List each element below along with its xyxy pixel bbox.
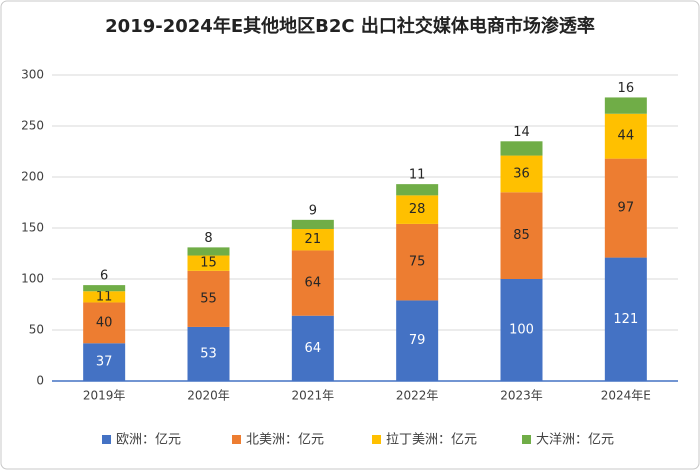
legend-swatch bbox=[232, 435, 241, 444]
data-label: 16 bbox=[618, 81, 635, 96]
data-label: 11 bbox=[409, 168, 426, 183]
bar-segment bbox=[604, 257, 647, 381]
chart-title: 2019-2024年E其他地区B2C 出口社交媒体电商市场渗透率 bbox=[105, 15, 595, 37]
bar-segment bbox=[604, 97, 647, 114]
bar-segment bbox=[500, 192, 543, 279]
bar-segment bbox=[83, 285, 126, 292]
bar-segment bbox=[83, 343, 126, 381]
data-label: 15 bbox=[200, 256, 217, 271]
y-tick-label: 150 bbox=[21, 221, 44, 235]
data-label: 6 bbox=[100, 269, 108, 284]
data-label: 8 bbox=[204, 231, 212, 246]
bar-segment bbox=[500, 155, 543, 193]
data-label: 55 bbox=[200, 291, 217, 306]
data-label: 37 bbox=[96, 355, 113, 370]
bar-segment bbox=[396, 195, 439, 224]
bar-segment bbox=[83, 302, 126, 344]
legend-swatch bbox=[372, 435, 381, 444]
x-tick-label: 2024年E bbox=[601, 389, 651, 403]
legend-label: 北美洲：亿元 bbox=[246, 433, 324, 448]
legend-label: 拉丁美洲：亿元 bbox=[386, 433, 477, 448]
bar-segment bbox=[291, 219, 334, 230]
y-tick-label: 200 bbox=[21, 170, 44, 184]
legend-swatch bbox=[522, 435, 531, 444]
bar-segment bbox=[500, 279, 543, 381]
bar-segment bbox=[396, 300, 439, 381]
x-tick-label: 2020年 bbox=[187, 389, 230, 403]
data-label: 9 bbox=[309, 203, 317, 218]
data-label: 75 bbox=[409, 255, 426, 270]
y-tick-label: 50 bbox=[29, 323, 44, 337]
y-tick-label: 100 bbox=[21, 272, 44, 286]
bar-segment bbox=[500, 141, 543, 156]
x-tick-label: 2022年 bbox=[396, 389, 439, 403]
data-label: 40 bbox=[96, 315, 113, 330]
x-tick-label: 2021年 bbox=[292, 389, 335, 403]
data-label: 64 bbox=[305, 276, 322, 291]
bar-segment bbox=[187, 247, 230, 256]
data-label: 53 bbox=[200, 346, 217, 361]
bar-segment bbox=[187, 255, 230, 271]
legend-label: 欧洲：亿元 bbox=[116, 433, 181, 448]
data-label: 64 bbox=[305, 341, 322, 356]
data-label: 97 bbox=[618, 201, 635, 216]
bar-segment bbox=[291, 250, 334, 316]
bar-segment bbox=[396, 184, 439, 196]
y-tick-label: 300 bbox=[21, 68, 44, 82]
legend-label: 大洋洲：亿元 bbox=[536, 433, 614, 448]
data-label: 14 bbox=[513, 125, 530, 140]
y-tick-label: 0 bbox=[36, 374, 44, 388]
bar-segment bbox=[604, 158, 647, 258]
data-label: 36 bbox=[513, 166, 530, 181]
data-label: 44 bbox=[618, 129, 635, 144]
legend-swatch bbox=[102, 435, 111, 444]
data-label: 11 bbox=[96, 289, 113, 304]
data-label: 121 bbox=[613, 312, 638, 327]
x-tick-label: 2019年 bbox=[83, 389, 126, 403]
bar-segment bbox=[83, 291, 126, 303]
data-label: 21 bbox=[305, 232, 322, 247]
data-label: 85 bbox=[513, 228, 530, 243]
bar-segment bbox=[604, 113, 647, 159]
data-label: 28 bbox=[409, 202, 426, 217]
y-tick-label: 250 bbox=[21, 119, 44, 133]
data-label: 79 bbox=[409, 333, 426, 348]
bar-segment bbox=[396, 223, 439, 301]
bar-segment bbox=[291, 315, 334, 381]
bar-segment bbox=[187, 326, 230, 381]
bar-segment bbox=[291, 229, 334, 251]
bar-segment bbox=[187, 270, 230, 327]
data-label: 100 bbox=[509, 323, 534, 338]
x-tick-label: 2023年 bbox=[500, 389, 543, 403]
